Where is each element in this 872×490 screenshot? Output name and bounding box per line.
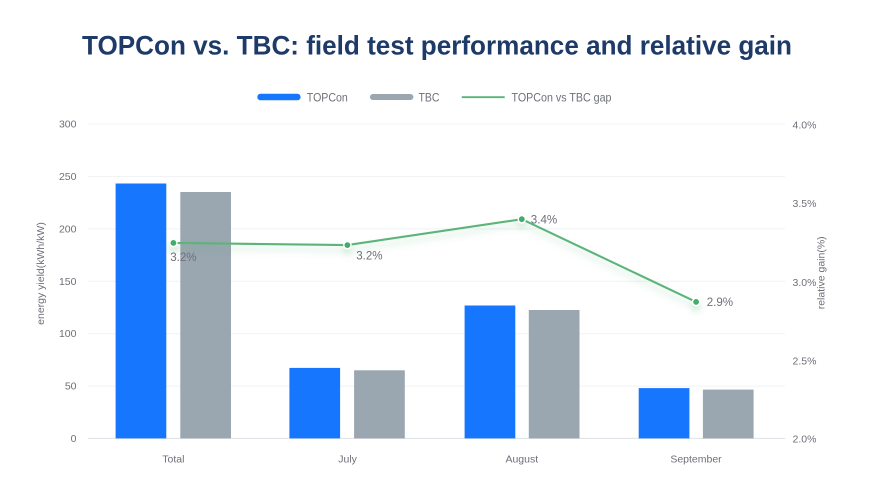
svg-text:3.5%: 3.5%	[793, 198, 817, 210]
svg-text:3.2%: 3.2%	[356, 250, 382, 263]
svg-text:150: 150	[59, 276, 77, 288]
svg-text:300: 300	[59, 119, 77, 131]
svg-text:50: 50	[65, 381, 77, 393]
svg-text:200: 200	[59, 223, 77, 235]
svg-text:0: 0	[71, 433, 77, 445]
svg-text:TOPCon vs. TBC: field test per: TOPCon vs. TBC: field test performance a…	[82, 31, 792, 61]
svg-text:3.0%: 3.0%	[793, 277, 817, 289]
svg-text:July: July	[338, 453, 357, 465]
svg-text:TBC: TBC	[419, 91, 440, 105]
svg-text:4.0%: 4.0%	[793, 120, 817, 132]
svg-text:2.9%: 2.9%	[707, 296, 733, 309]
svg-text:Total: Total	[162, 453, 184, 465]
svg-text:3.2%: 3.2%	[170, 251, 196, 264]
svg-text:energy yield(kWh/kW): energy yield(kWh/kW)	[35, 222, 47, 325]
svg-text:TOPCon vs TBC gap: TOPCon vs TBC gap	[512, 91, 612, 105]
svg-text:2.0%: 2.0%	[793, 433, 817, 445]
svg-text:100: 100	[59, 328, 77, 340]
svg-text:TOPCon: TOPCon	[307, 91, 348, 105]
svg-text:250: 250	[59, 171, 77, 183]
svg-text:2.5%: 2.5%	[793, 355, 817, 367]
svg-text:relative gain(%): relative gain(%)	[816, 236, 828, 309]
svg-text:September: September	[670, 453, 722, 465]
svg-text:3.4%: 3.4%	[531, 213, 557, 226]
svg-text:August: August	[505, 453, 538, 465]
